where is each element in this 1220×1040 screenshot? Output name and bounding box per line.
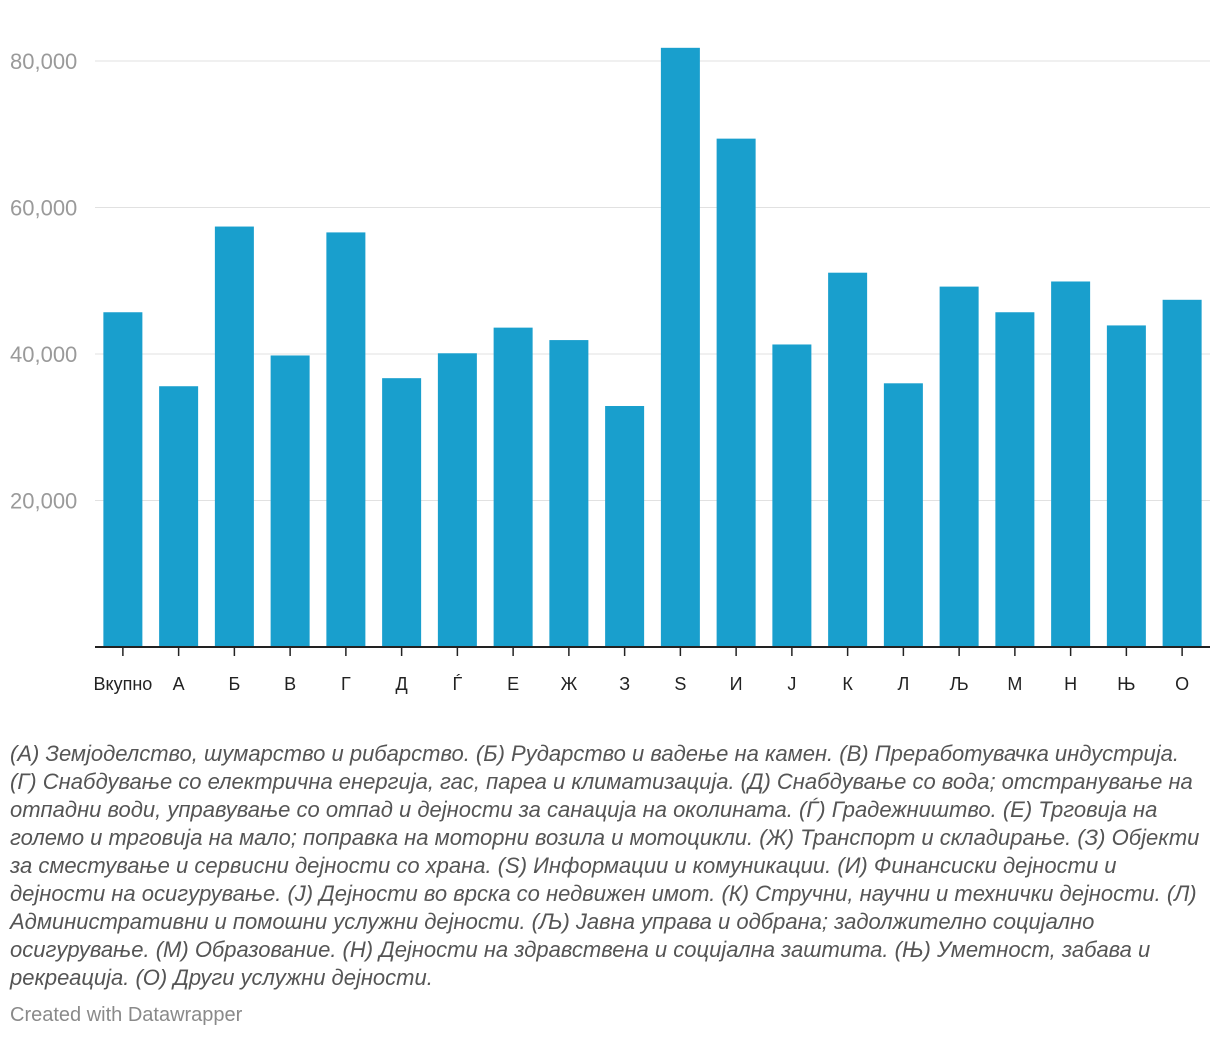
x-tick-label: И	[730, 674, 743, 694]
gridlines	[95, 60, 1210, 501]
x-tick-label: О	[1175, 674, 1189, 694]
bar	[1162, 299, 1202, 647]
x-tick-label: К	[842, 674, 853, 694]
x-tick-label: М	[1007, 674, 1022, 694]
x-tick-label: В	[284, 674, 296, 694]
bar	[326, 232, 366, 647]
bar	[828, 272, 868, 647]
bar	[716, 138, 756, 647]
bar	[939, 286, 979, 647]
y-axis-ticks: 20,000 40,000 60,000 80,000	[10, 49, 77, 514]
bar	[1051, 281, 1091, 647]
bar	[660, 47, 700, 647]
category-legend-footnote: (А) Земјоделство, шумарство и рибарство.…	[10, 741, 1200, 990]
bar	[437, 353, 477, 647]
bar	[549, 340, 589, 647]
credit-text: Created with Datawrapper	[10, 1004, 243, 1026]
x-tick-label: Ж	[561, 674, 578, 694]
x-tick-label: Вкупно	[93, 674, 152, 694]
y-tick-label: 60,000	[10, 196, 77, 221]
bar	[883, 383, 923, 647]
x-tick-label: А	[173, 674, 185, 694]
bar	[493, 327, 533, 647]
x-axis-ticks: Вкупно А Б В Г Д Ѓ Е Ж З S И Ј К Л Љ М Н Њ О	[93, 647, 1189, 694]
x-tick-label: S	[674, 674, 686, 694]
y-tick-label: 80,000	[10, 49, 77, 74]
x-tick-label: Ѓ	[453, 674, 463, 694]
x-tick-label: Г	[341, 674, 351, 694]
bar	[772, 344, 812, 647]
bar	[605, 406, 645, 647]
x-tick-label: Л	[897, 674, 909, 694]
x-tick-label: Е	[507, 674, 519, 694]
x-tick-label: Н	[1064, 674, 1077, 694]
x-tick-label: Љ	[950, 674, 969, 694]
bar	[103, 312, 143, 647]
x-tick-label: З	[619, 674, 630, 694]
y-tick-label: 40,000	[10, 342, 77, 367]
bar	[382, 378, 422, 647]
bar	[270, 355, 310, 647]
x-tick-label: Б	[228, 674, 240, 694]
x-tick-label: Њ	[1117, 674, 1135, 694]
x-tick-label: Д	[396, 674, 408, 694]
bar	[995, 312, 1035, 647]
y-tick-label: 20,000	[10, 489, 77, 514]
bar	[1106, 325, 1146, 647]
bar	[214, 226, 254, 648]
bar-chart: 20,000 40,000 60,000 80,000 Вкупно А Б В Г Д Ѓ Е Ж З…	[10, 47, 1210, 694]
x-tick-label: Ј	[787, 674, 796, 694]
bars	[103, 47, 1202, 648]
bar	[159, 386, 199, 647]
